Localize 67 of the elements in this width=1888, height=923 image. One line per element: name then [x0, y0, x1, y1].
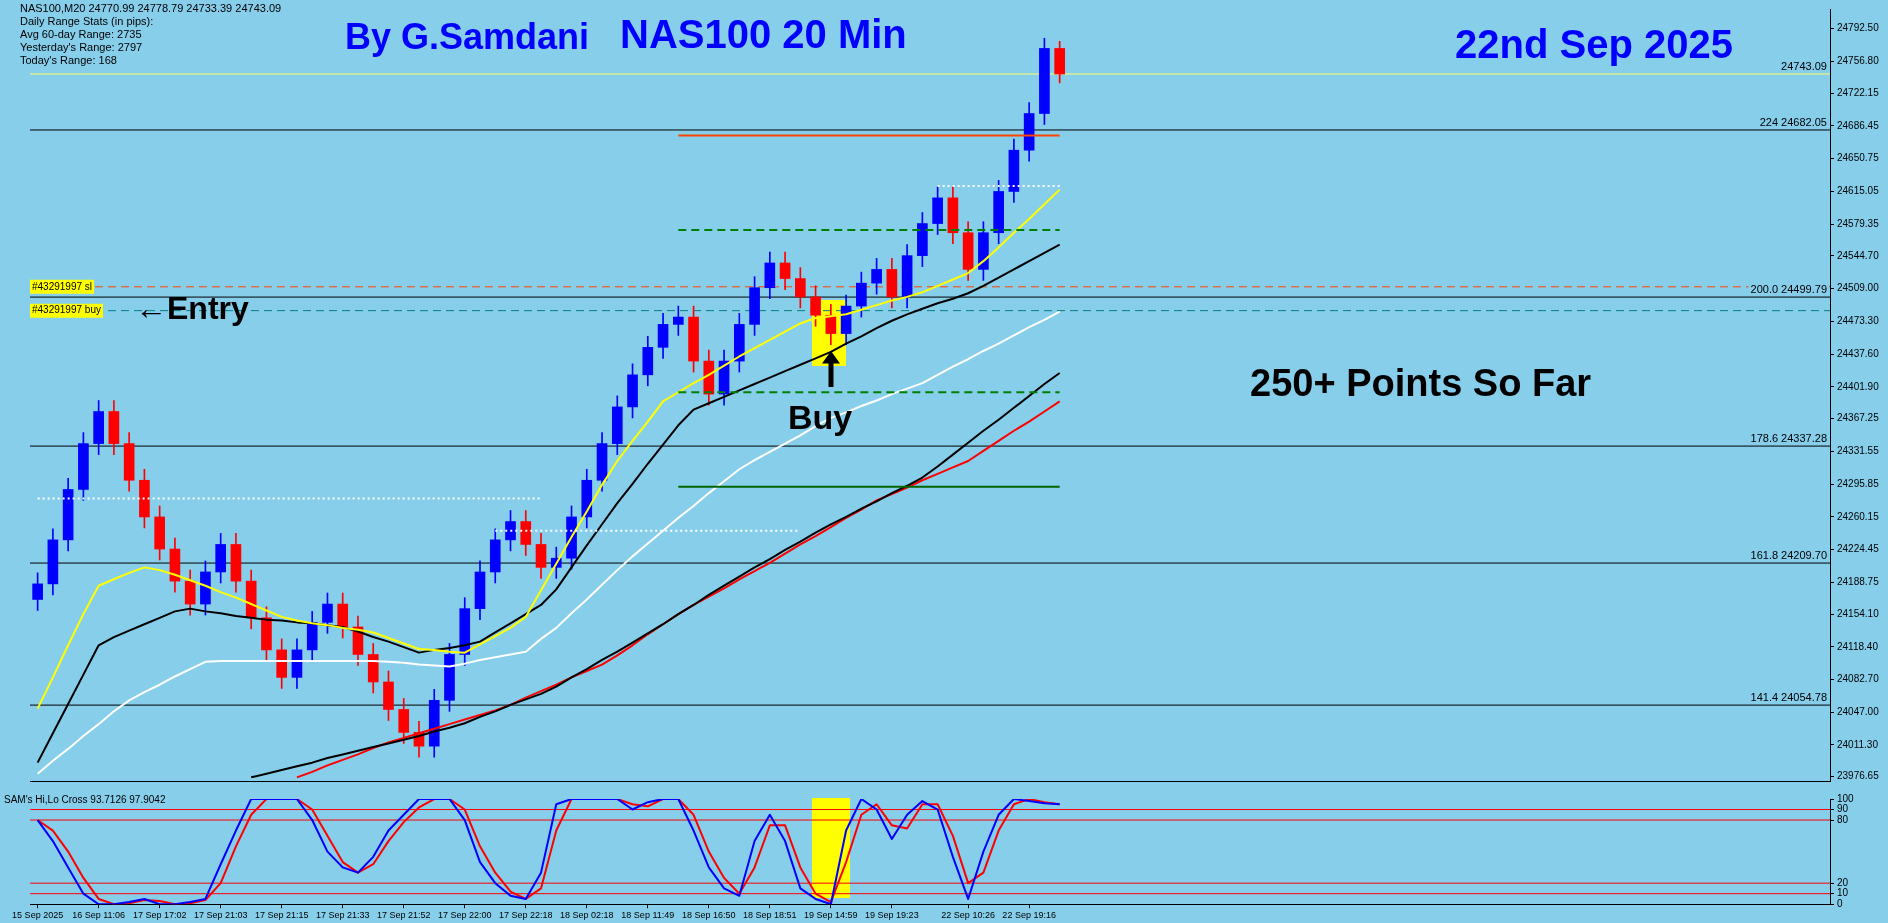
x-tick-label: 18 Sep 16:50: [682, 910, 736, 921]
y-tick-label: 24367.25: [1837, 412, 1880, 424]
ref-line-label: 141.4 24054.78: [1750, 690, 1827, 703]
y-tick-label: 24260.15: [1837, 510, 1880, 522]
y-tick-label: 24686.45: [1837, 119, 1880, 131]
ref-line-label: 161.8 24209.70: [1750, 548, 1827, 561]
chart-title: SAM's Hi,Lo Cross 93.7126 97.9042: [4, 794, 166, 805]
x-tick-label: 17 Sep 22:00: [437, 910, 492, 921]
x-tick-label: 17 Sep 21:52: [376, 910, 431, 921]
y-tick-label: 24792.50: [1837, 22, 1880, 34]
y-tick-label: 80: [1837, 813, 1849, 825]
y-tick-label: 24188.75: [1837, 576, 1880, 588]
y-tick-label: 24650.75: [1837, 152, 1880, 164]
x-tick-label: 19 Sep 19:23: [865, 910, 919, 921]
x-tick-label: 15 Sep 2025: [12, 910, 64, 921]
annotation: Avg 60-day Range: 2735: [20, 28, 142, 41]
y-tick-label: 0: [1837, 897, 1843, 909]
y-tick-label: 90: [1837, 803, 1849, 815]
y-tick-label: 24295.85: [1837, 477, 1880, 489]
annotation: Buy: [788, 398, 853, 438]
y-tick-label: 24118.40: [1837, 640, 1879, 652]
y-tick-label: 24579.35: [1837, 217, 1880, 229]
y-tick-label: 24473.30: [1837, 315, 1880, 327]
y-tick-label: 24224.45: [1837, 543, 1880, 555]
x-tick-label: 17 Sep 17:02: [132, 910, 187, 921]
y-tick-label: 24722.15: [1837, 86, 1880, 98]
y-tick-label: 23976.65: [1837, 770, 1880, 782]
y-tick-label: 24154.10: [1837, 607, 1880, 619]
annotation: #43291997 buy: [32, 304, 101, 316]
x-tick-label: 19 Sep 14:59: [804, 910, 858, 921]
annotation: Daily Range Stats (in pips):: [20, 15, 154, 28]
annotation: By G.Samdani: [345, 16, 590, 58]
x-tick-label: 17 Sep 21:15: [254, 910, 309, 921]
y-tick-label: 20: [1837, 876, 1849, 888]
y-tick-label: 24615.05: [1837, 185, 1880, 197]
y-tick-label: 24082.70: [1837, 673, 1880, 685]
y-tick-label: 24756.80: [1837, 55, 1880, 67]
x-tick-label: 18 Sep 18:51: [743, 910, 797, 921]
annotation: Yesterday's Range: 2797: [20, 41, 143, 54]
y-tick-label: 24331.55: [1837, 445, 1880, 457]
annotation: ←Entry: [135, 290, 249, 327]
x-tick-label: 18 Sep 02:18: [560, 910, 614, 921]
y-tick-label: 24437.60: [1837, 347, 1880, 359]
y-tick-label: 24509.00: [1837, 282, 1880, 294]
x-tick-label: 18 Sep 11:49: [621, 910, 675, 921]
annotation: NAS100,M20 24770.99 24778.79 24733.39 24743.09: [20, 2, 282, 15]
x-tick-label: 22 Sep 19:16: [1002, 910, 1056, 921]
x-tick-label: 17 Sep 21:03: [193, 910, 248, 921]
x-tick-label: 17 Sep 22:18: [498, 910, 553, 921]
x-tick-label: 17 Sep 21:33: [315, 910, 370, 921]
y-tick-label: 24011.30: [1837, 738, 1879, 750]
annotation: #43291997 sl: [32, 280, 93, 292]
x-tick-label: 16 Sep 11:06: [72, 910, 126, 921]
ref-line-label: 224 24682.05: [1759, 115, 1827, 128]
ref-line-label: 178.6 24337.28: [1750, 431, 1827, 444]
y-tick-label: 10: [1837, 887, 1849, 899]
y-tick-label: 100: [1837, 792, 1855, 804]
ref-line-label: 200.0 24499.79: [1750, 282, 1827, 295]
chart-title: NAS100 20 Min: [620, 12, 907, 57]
chart-subtitle: 22nd Sep 2025: [1455, 22, 1733, 67]
annotation: Today's Range: 168: [20, 54, 117, 67]
x-tick-label: 22 Sep 10:26: [941, 910, 995, 921]
y-tick-label: 24544.70: [1837, 249, 1880, 261]
ref-line-label: 24743.09: [1781, 59, 1827, 72]
y-tick-label: 24401.90: [1837, 380, 1880, 392]
y-tick-label: 24047.00: [1837, 705, 1880, 717]
annotation: 250+ Points So Far: [1250, 362, 1592, 406]
